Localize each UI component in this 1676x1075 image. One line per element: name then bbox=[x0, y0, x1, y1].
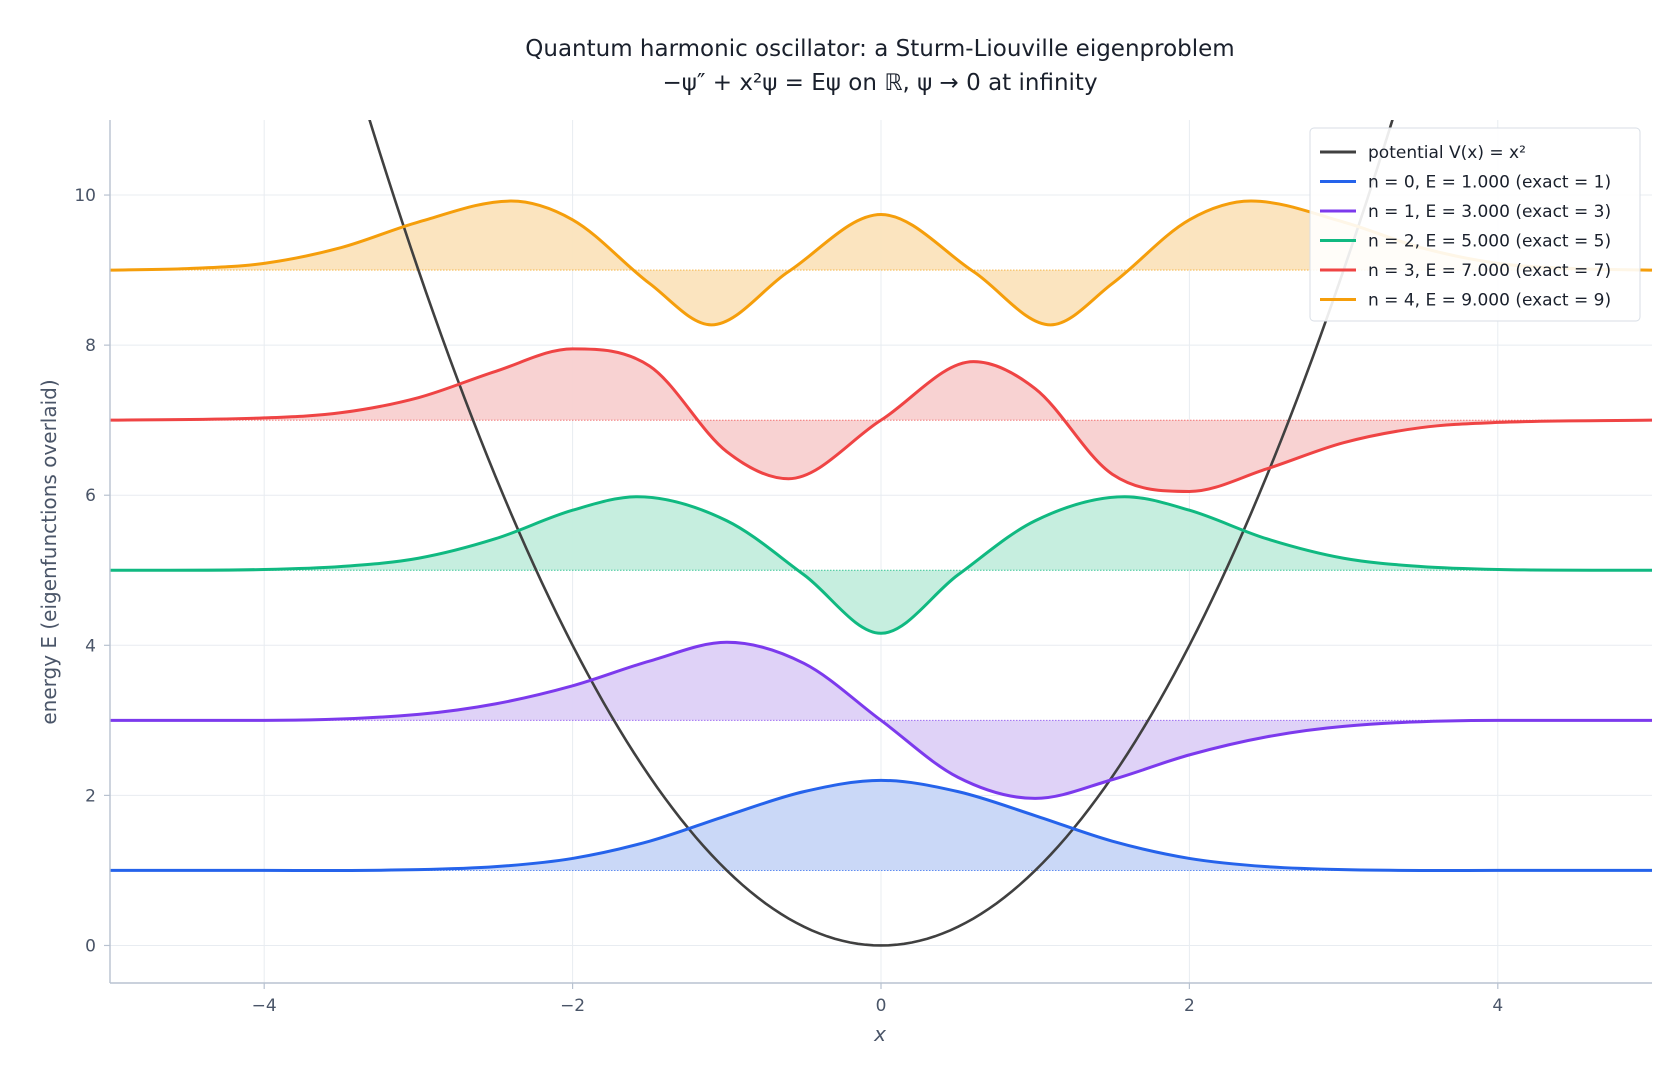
legend-label: n = 4, E = 9.000 (exact = 9) bbox=[1368, 291, 1611, 311]
x-axis-label: x bbox=[873, 1022, 886, 1046]
eigenfunction-fill-n1 bbox=[110, 642, 1652, 799]
series-line-n1 bbox=[110, 640, 1652, 800]
legend-label: n = 0, E = 1.000 (exact = 1) bbox=[1368, 173, 1611, 193]
series-line-n2 bbox=[109, 495, 1653, 635]
y-tick-label: 4 bbox=[85, 636, 96, 656]
legend-label: n = 1, E = 3.000 (exact = 3) bbox=[1368, 202, 1611, 222]
legend-label: n = 3, E = 7.000 (exact = 7) bbox=[1368, 261, 1611, 281]
eigenfunction-fill-n4 bbox=[110, 201, 1652, 325]
eigenfunction-fills bbox=[110, 201, 1652, 871]
x-tick-label: −2 bbox=[560, 996, 585, 1016]
x-tick-label: 0 bbox=[876, 996, 887, 1016]
eigenfunction-fill-n0 bbox=[110, 780, 1652, 871]
x-tick-label: 4 bbox=[1492, 996, 1503, 1016]
legend-box bbox=[1309, 127, 1641, 322]
y-tick-label: 2 bbox=[85, 786, 96, 806]
y-tick-label: 8 bbox=[85, 336, 96, 356]
y-tick-label: 10 bbox=[74, 186, 96, 206]
tick-labels: −4 −2 0 2 4 0 2 4 6 8 10 bbox=[74, 186, 1503, 1016]
series-line-n0 bbox=[109, 778, 1652, 872]
chart-subtitle: −ψ″ + x²ψ = Eψ on ℝ, ψ → 0 at infinity bbox=[662, 70, 1097, 96]
y-tick-label: 0 bbox=[85, 936, 96, 956]
series-line-n3 bbox=[109, 347, 1653, 493]
y-axis-label: energy E (eigenfunctions overlaid) bbox=[37, 379, 61, 724]
legend: potential V(x) = x² n = 0, E = 1.000 (exa… bbox=[1309, 127, 1641, 322]
legend-label: n = 2, E = 5.000 (exact = 5) bbox=[1368, 232, 1611, 252]
y-tick-label: 6 bbox=[85, 486, 96, 506]
legend-label: potential V(x) = x² bbox=[1368, 143, 1526, 163]
chart-title: Quantum harmonic oscillator: a Sturm-Lio… bbox=[525, 36, 1234, 62]
eigenfunction-fill-n2 bbox=[110, 496, 1652, 634]
x-tick-label: −4 bbox=[252, 996, 277, 1016]
x-tick-label: 2 bbox=[1184, 996, 1195, 1016]
potential-line bbox=[368, 120, 1394, 947]
eigenfunction-fill-n3 bbox=[110, 348, 1652, 492]
